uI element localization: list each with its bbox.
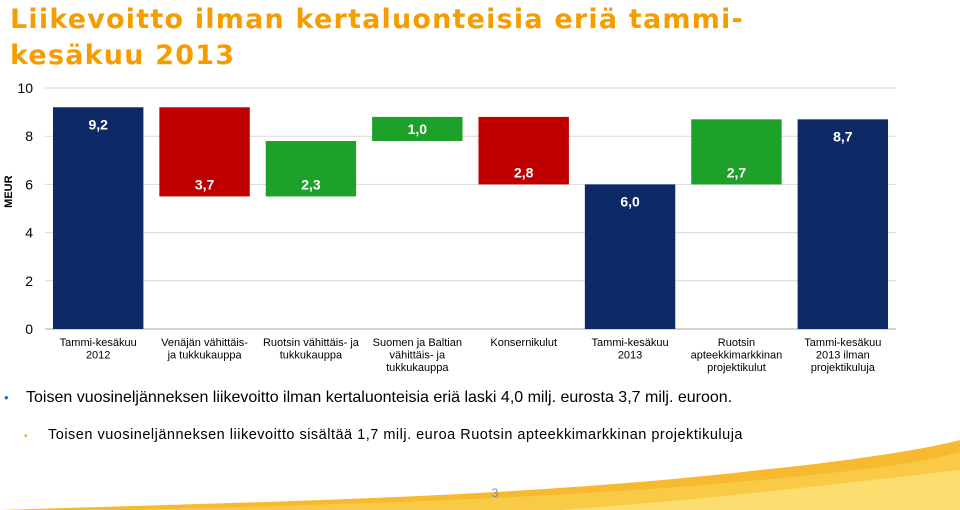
bar-value-label: 3,7 bbox=[195, 176, 215, 192]
bar-value-label: 1,0 bbox=[408, 121, 428, 137]
bullet-item-1: • Toisen vuosineljänneksen liikevoitto i… bbox=[4, 389, 732, 407]
bar-total bbox=[797, 119, 889, 329]
bar-value-label: 2,7 bbox=[727, 164, 747, 180]
decorative-swoosh bbox=[0, 440, 960, 510]
x-category-label: Tammi-kesäkuu 2013 bbox=[592, 337, 669, 362]
bar-decrease bbox=[478, 116, 569, 185]
x-category-label: Tammi-kesäkuu 2012 bbox=[60, 337, 137, 362]
bar-increase bbox=[691, 119, 782, 185]
y-tick-label: 2 bbox=[25, 273, 33, 289]
x-category-label-line: vähittäis- ja bbox=[389, 350, 446, 362]
x-category-label-line: apteekkimarkkinan bbox=[691, 350, 783, 362]
x-category-label: Konsernikulut bbox=[490, 337, 557, 349]
bar-value-label: 2,8 bbox=[514, 164, 534, 180]
x-category-label-line: Konsernikulut bbox=[490, 337, 557, 349]
bar-value-label: 9,2 bbox=[88, 116, 108, 132]
y-tick-label: 8 bbox=[25, 128, 33, 144]
bar-value-label: 2,3 bbox=[301, 176, 321, 192]
x-category-label-line: Tammi-kesäkuu bbox=[60, 337, 137, 349]
x-category-label-line: projektikulut bbox=[707, 362, 766, 374]
x-category-label-line: tukkukauppa bbox=[280, 350, 343, 362]
x-category-label-line: 2013 bbox=[618, 350, 642, 362]
x-category-label-line: 2013 ilman bbox=[816, 350, 870, 362]
bullet-dot-icon: • bbox=[4, 390, 9, 405]
x-category-label-line: Suomen ja Baltian bbox=[373, 337, 462, 349]
x-category-label-line: projektikuluja bbox=[811, 362, 876, 374]
x-category-label-line: Ruotsin vähittäis- ja bbox=[263, 337, 360, 349]
y-tick-label: 10 bbox=[17, 80, 33, 96]
bar-increase bbox=[265, 141, 357, 197]
x-category-label: Tammi-kesäkuu 2013 ilman projektikuluja bbox=[804, 337, 881, 374]
x-category-label-line: tukkukauppa bbox=[386, 362, 449, 374]
bar-increase bbox=[372, 116, 463, 142]
x-category-label-line: Ruotsin bbox=[718, 337, 755, 349]
x-category-label-line: Tammi-kesäkuu bbox=[592, 337, 669, 349]
x-category-label: Ruotsin apteekkimarkkinan projektikulut bbox=[691, 337, 783, 374]
bar-value-label: 8,7 bbox=[833, 128, 853, 144]
y-axis-label: MEUR bbox=[3, 175, 15, 207]
x-category-label: Ruotsin vähittäis- ja tukkukauppa bbox=[263, 337, 360, 362]
x-category-label-line: Tammi-kesäkuu bbox=[804, 337, 881, 349]
bar-decrease bbox=[159, 107, 250, 197]
y-tick-label: 0 bbox=[25, 321, 33, 337]
waterfall-chart: 0 2 4 6 8 10 MEUR 9,2 3,7 2,3 1,0 2,8 6,0 2,7 8,7 Tammi… bbox=[3, 80, 896, 374]
page-number: 3 bbox=[491, 486, 499, 500]
y-tick-label: 6 bbox=[25, 176, 33, 192]
x-category-label-line: 2012 bbox=[86, 350, 110, 362]
bar-total bbox=[52, 107, 144, 329]
x-category-label: Venäjän vähittäis-ja tukkukauppa bbox=[161, 337, 248, 362]
bullet-item-2: • Toisen vuosineljänneksen liikevoitto s… bbox=[24, 427, 743, 443]
bar-value-label: 6,0 bbox=[620, 193, 640, 209]
x-category-label-line: Venäjän vähittäis- bbox=[161, 337, 248, 349]
y-tick-label: 4 bbox=[25, 225, 33, 241]
x-category-label-line: ja tukkukauppa bbox=[167, 350, 243, 362]
slide-title: Liikevoitto ilman kertaluonteisia eriä t… bbox=[10, 4, 744, 71]
x-category-label: Suomen ja Baltian vähittäis- ja tukkukaupp… bbox=[373, 337, 462, 374]
bar-total bbox=[584, 184, 676, 329]
bullet-text-1: Toisen vuosineljänneksen liikevoitto ilm… bbox=[26, 389, 733, 406]
bullet-text-2: Toisen vuosineljänneksen liikevoitto sis… bbox=[48, 427, 743, 443]
bullet-dot-icon: • bbox=[24, 431, 29, 442]
